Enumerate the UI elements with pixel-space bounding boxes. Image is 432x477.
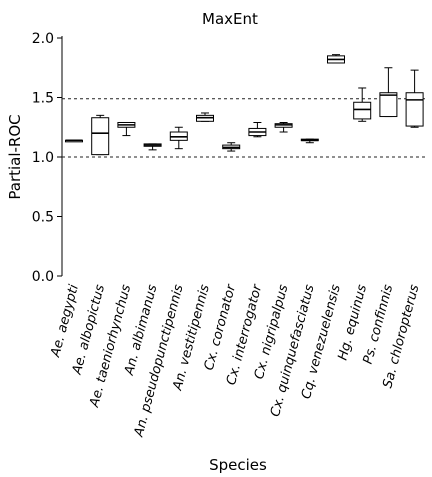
box (379, 92, 398, 118)
y-tick-label: 2.0 (32, 31, 54, 47)
chart-title: MaxEnt (202, 10, 258, 28)
x-axis-label: Species (209, 456, 267, 474)
y-tick-label: 1.5 (32, 91, 54, 107)
y-tick-label: 0.0 (32, 269, 54, 285)
y-tick-label: 1.0 (32, 150, 54, 166)
box (405, 92, 424, 127)
y-tick-label: 0.5 (32, 210, 54, 226)
box (353, 101, 372, 120)
box (91, 117, 110, 156)
y-axis-label: Partial-ROC (6, 114, 24, 199)
